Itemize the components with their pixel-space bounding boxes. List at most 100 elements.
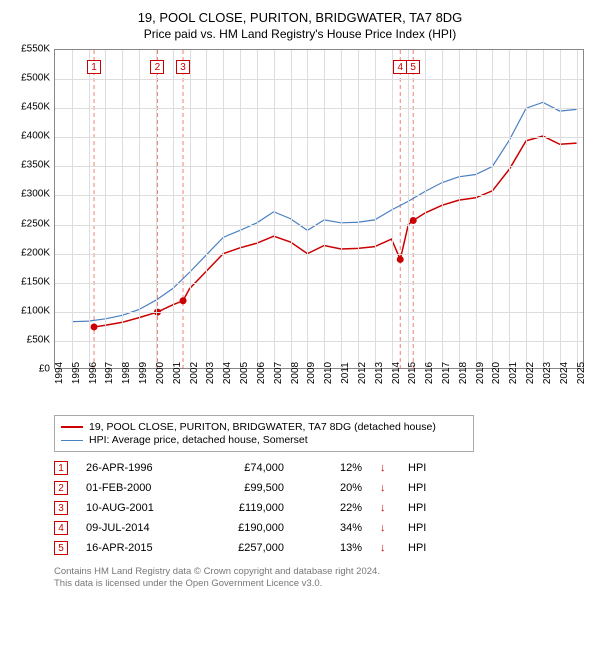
gridline-h — [55, 283, 583, 284]
x-tick-label: 2001 — [172, 362, 183, 384]
reference-box: 5 — [406, 60, 420, 74]
y-tick-label: £400K — [21, 131, 50, 142]
reference-box: 1 — [87, 60, 101, 74]
sale-price: £119,000 — [204, 502, 284, 514]
gridline-v — [560, 50, 561, 368]
x-tick-label: 2011 — [340, 362, 351, 384]
gridline-h — [55, 225, 583, 226]
down-arrow-icon: ↓ — [380, 462, 390, 474]
chart-area: £0£50K£100K£150K£200K£250K£300K£350K£400… — [12, 49, 588, 409]
x-tick-label: 1998 — [121, 362, 132, 384]
gridline-v — [206, 50, 207, 368]
x-tick-label: 2003 — [205, 362, 216, 384]
sale-date: 10-AUG-2001 — [86, 502, 186, 514]
legend-row: HPI: Average price, detached house, Some… — [61, 434, 467, 446]
sale-date: 01-FEB-2000 — [86, 482, 186, 494]
x-tick-label: 2002 — [189, 362, 200, 384]
gridline-v — [223, 50, 224, 368]
gridline-v — [459, 50, 460, 368]
sale-row: 516-APR-2015£257,00013%↓HPI — [54, 538, 588, 558]
gridline-v — [89, 50, 90, 368]
gridline-v — [341, 50, 342, 368]
footer-line-2: This data is licensed under the Open Gov… — [54, 578, 588, 590]
y-tick-label: £200K — [21, 247, 50, 258]
sale-hpi-label: HPI — [408, 502, 438, 514]
x-tick-label: 2024 — [559, 362, 570, 384]
y-tick-label: £450K — [21, 102, 50, 113]
legend-row: 19, POOL CLOSE, PURITON, BRIDGWATER, TA7… — [61, 421, 467, 433]
sale-marker-dot — [410, 217, 417, 224]
gridline-v — [425, 50, 426, 368]
gridline-v — [122, 50, 123, 368]
legend-swatch — [61, 426, 83, 428]
sale-row-marker: 4 — [54, 521, 68, 535]
x-tick-label: 2004 — [222, 362, 233, 384]
x-tick-label: 2015 — [407, 362, 418, 384]
x-tick-label: 2007 — [273, 362, 284, 384]
chart-lines — [55, 50, 583, 368]
sale-price: £74,000 — [204, 462, 284, 474]
gridline-h — [55, 341, 583, 342]
sale-price: £99,500 — [204, 482, 284, 494]
gridline-v — [307, 50, 308, 368]
y-tick-label: £550K — [21, 44, 50, 55]
sale-pct: 22% — [302, 502, 362, 514]
gridline-v — [257, 50, 258, 368]
y-tick-label: £500K — [21, 73, 50, 84]
y-tick-label: £250K — [21, 218, 50, 229]
y-tick-label: £350K — [21, 160, 50, 171]
x-tick-label: 2021 — [508, 362, 519, 384]
title-line-2: Price paid vs. HM Land Registry's House … — [12, 27, 588, 41]
x-tick-label: 2016 — [424, 362, 435, 384]
y-tick-label: £100K — [21, 305, 50, 316]
gridline-h — [55, 137, 583, 138]
gridline-h — [55, 254, 583, 255]
series-line-property — [94, 136, 577, 327]
sale-pct: 13% — [302, 542, 362, 554]
gridline-v — [543, 50, 544, 368]
sale-pct: 20% — [302, 482, 362, 494]
x-axis: 1994199519961997199819992000200120022003… — [54, 369, 584, 409]
y-tick-label: £0 — [39, 364, 50, 375]
sale-hpi-label: HPI — [408, 522, 438, 534]
y-tick-label: £150K — [21, 276, 50, 287]
reference-box: 2 — [150, 60, 164, 74]
gridline-v — [358, 50, 359, 368]
y-axis: £0£50K£100K£150K£200K£250K£300K£350K£400… — [12, 49, 54, 369]
gridline-v — [408, 50, 409, 368]
plot-area: 12345 — [54, 49, 584, 369]
gridline-v — [190, 50, 191, 368]
gridline-h — [55, 166, 583, 167]
sale-hpi-label: HPI — [408, 482, 438, 494]
x-tick-label: 1997 — [104, 362, 115, 384]
gridline-h — [55, 195, 583, 196]
chart-title-block: 19, POOL CLOSE, PURITON, BRIDGWATER, TA7… — [12, 10, 588, 41]
sale-price: £190,000 — [204, 522, 284, 534]
x-tick-label: 2025 — [576, 362, 587, 384]
gridline-v — [156, 50, 157, 368]
reference-box: 4 — [393, 60, 407, 74]
gridline-v — [509, 50, 510, 368]
x-tick-label: 2014 — [391, 362, 402, 384]
gridline-v — [375, 50, 376, 368]
x-tick-label: 2000 — [155, 362, 166, 384]
sale-marker-dot — [397, 256, 404, 263]
gridline-v — [240, 50, 241, 368]
sale-date: 26-APR-1996 — [86, 462, 186, 474]
gridline-v — [173, 50, 174, 368]
x-tick-label: 2009 — [306, 362, 317, 384]
gridline-h — [55, 79, 583, 80]
x-tick-label: 1999 — [138, 362, 149, 384]
legend-swatch — [61, 440, 83, 441]
x-tick-label: 2017 — [441, 362, 452, 384]
sale-row: 409-JUL-2014£190,00034%↓HPI — [54, 518, 588, 538]
footer-line-1: Contains HM Land Registry data © Crown c… — [54, 566, 588, 578]
legend-label: 19, POOL CLOSE, PURITON, BRIDGWATER, TA7… — [89, 421, 436, 433]
sale-row: 126-APR-1996£74,00012%↓HPI — [54, 458, 588, 478]
sale-marker-dot — [91, 323, 98, 330]
x-tick-label: 2019 — [475, 362, 486, 384]
x-tick-label: 2008 — [290, 362, 301, 384]
gridline-v — [72, 50, 73, 368]
sale-hpi-label: HPI — [408, 542, 438, 554]
gridline-h — [55, 312, 583, 313]
